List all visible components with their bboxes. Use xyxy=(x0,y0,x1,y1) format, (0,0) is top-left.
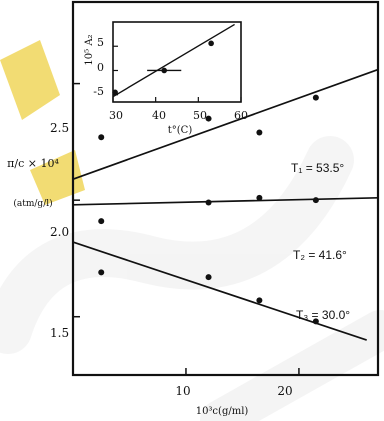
fit-line-1 xyxy=(72,68,379,180)
main-plot-frame xyxy=(71,0,380,377)
main-ticks xyxy=(73,82,300,375)
inset-yaxis-title: 10⁵ A₂ xyxy=(84,34,95,65)
inset-ytick-label: 5 xyxy=(97,36,104,49)
inset-fit-line xyxy=(112,23,235,98)
inset-data-point xyxy=(112,89,118,96)
inset-xtick-label: 40 xyxy=(152,109,166,122)
main-yaxis-units: (atm/g/l) xyxy=(13,198,52,209)
data-point-1 xyxy=(256,129,263,136)
data-point-2 xyxy=(312,197,319,204)
data-point-2 xyxy=(205,199,212,206)
main-xtick-label: 10 xyxy=(175,384,190,398)
main-ytick-label: 2.0 xyxy=(50,225,69,239)
inset-xtick-label: 60 xyxy=(234,109,248,122)
main-xaxis-title: 10³c(g/ml) xyxy=(196,406,249,417)
inset-data-point xyxy=(208,40,214,47)
series-label-t2: T₂ = 41.6° xyxy=(293,248,347,262)
data-point-1 xyxy=(205,115,212,122)
inset-ytick-label: -5 xyxy=(93,85,104,98)
main-yaxis-title: π/c × 10⁴ xyxy=(7,157,59,170)
data-point-3 xyxy=(256,297,263,304)
data-point-3 xyxy=(205,274,212,281)
inset-ytick-label: 0 xyxy=(97,61,104,74)
series-label-t3: T₃ = 30.0° xyxy=(296,308,350,322)
inset-series xyxy=(112,23,235,98)
main-xtick-label: 20 xyxy=(277,384,292,398)
inset-xtick-label: 50 xyxy=(193,109,207,122)
data-point-3 xyxy=(312,318,319,325)
data-point-2 xyxy=(256,194,263,201)
main-series xyxy=(72,68,379,341)
fit-line-2 xyxy=(72,196,379,206)
inset-xaxis-title: t°(C) xyxy=(168,125,193,136)
data-point-3 xyxy=(98,269,105,276)
main-ytick-label: 2.5 xyxy=(50,121,69,135)
data-point-1 xyxy=(312,94,319,101)
data-point-2 xyxy=(98,218,105,225)
series-label-t1: T₁ = 53.5° xyxy=(291,161,344,175)
inset-data-point xyxy=(161,67,167,74)
main-ytick-label: 1.5 xyxy=(50,326,69,340)
inset-xtick-label: 30 xyxy=(109,109,123,122)
watermark-accent xyxy=(0,40,85,205)
data-point-1 xyxy=(98,134,105,141)
inset-plot-frame xyxy=(112,21,242,103)
